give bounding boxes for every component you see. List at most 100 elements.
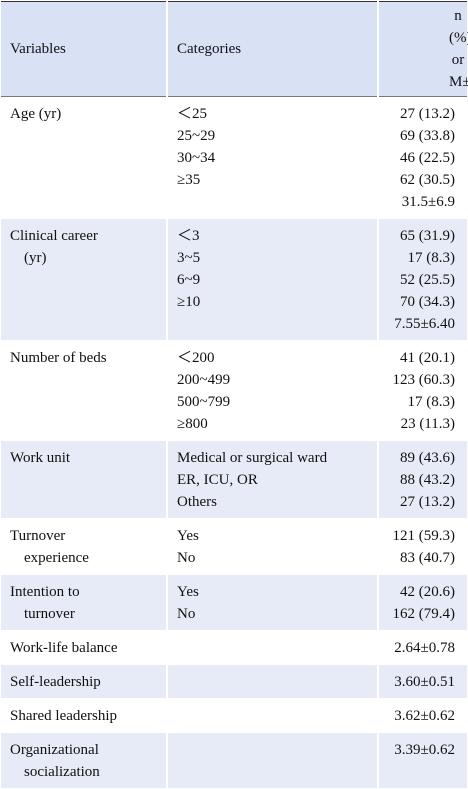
category-text: ＜200 bbox=[177, 350, 215, 366]
header-variables: Variables bbox=[1, 1, 168, 97]
value-text: 70 (34.3) bbox=[400, 294, 455, 310]
categories-cell: Yes No bbox=[167, 574, 379, 631]
value-text: 41 (20.1) bbox=[400, 350, 455, 366]
value-text: 7.55±6.40 bbox=[394, 316, 455, 332]
value-text: 3.39±0.62 bbox=[394, 742, 455, 758]
category-text: No bbox=[177, 606, 196, 622]
value-text: 42 (20.6) bbox=[400, 584, 455, 600]
value-text: 65 (31.9) bbox=[400, 228, 455, 244]
categories-cell: ＜3 3~5 6~9 ≥10 bbox=[167, 218, 379, 341]
variable-text: Shared leadership bbox=[10, 708, 118, 724]
category-text: ≥10 bbox=[177, 294, 201, 310]
values-cell: 121 (59.3) 83 (40.7) bbox=[378, 518, 467, 575]
table-row: Clinical career (yr) ＜3 3~5 6~9 ≥10 65 (31.9) 1… bbox=[1, 218, 467, 341]
category-text: 25~29 bbox=[177, 128, 216, 144]
variable-text: Organizational bbox=[10, 742, 99, 758]
categories-cell bbox=[167, 698, 379, 733]
variable-text: Age (yr) bbox=[10, 106, 62, 122]
variable-text: Intention to bbox=[10, 584, 80, 600]
categories-cell bbox=[167, 732, 379, 789]
variable-text: Work unit bbox=[10, 450, 71, 466]
values-cell: 3.60±0.51 bbox=[378, 664, 467, 699]
category-text: 6~9 bbox=[177, 272, 201, 288]
variable-text: turnover bbox=[24, 606, 75, 622]
table-row: Organizational socialization 3.39±0.62 bbox=[1, 732, 467, 789]
values-cell: 3.39±0.62 bbox=[378, 732, 467, 789]
value-text: 121 (59.3) bbox=[392, 528, 456, 544]
variable-cell: Work unit bbox=[1, 440, 168, 519]
table-row: Shared leadership 3.62±0.62 bbox=[1, 698, 467, 733]
category-text: ER, ICU, OR bbox=[177, 472, 258, 488]
categories-cell bbox=[167, 664, 379, 699]
categories-cell: Medical or surgical ward ER, ICU, OR Other… bbox=[167, 440, 379, 519]
value-text: 123 (60.3) bbox=[392, 372, 456, 388]
table-row: Work unit Medical or surgical ward ER, ICU… bbox=[1, 440, 467, 519]
table-row: Age (yr) ＜25 25~29 30~34 ≥35 27 (13.2) 69 (33.… bbox=[1, 96, 467, 219]
value-text: 46 (22.5) bbox=[400, 150, 455, 166]
header-line: n (%) or bbox=[449, 8, 468, 68]
table-body: Age (yr) ＜25 25~29 30~34 ≥35 27 (13.2) 69 (33.… bbox=[1, 96, 467, 789]
header-row: Variables Categories n (%) or M±SD bbox=[1, 1, 468, 97]
variable-cell: Shared leadership bbox=[1, 698, 168, 733]
values-cell: 89 (43.6) 88 (43.2) 27 (13.2) bbox=[378, 440, 467, 519]
table-row: Turnover experience Yes No 121 (59.3) 83 (40.… bbox=[1, 518, 467, 575]
variable-text: Work-life balance bbox=[10, 640, 118, 656]
value-text: 3.62±0.62 bbox=[394, 708, 455, 724]
table-row: Work-life balance 2.64±0.78 bbox=[1, 630, 467, 665]
variable-text: (yr) bbox=[24, 250, 47, 266]
variable-cell: Organizational socialization bbox=[1, 732, 168, 789]
header-value: n (%) or M±SD bbox=[378, 1, 468, 97]
value-text: 162 (79.4) bbox=[392, 606, 456, 622]
variable-cell: Clinical career (yr) bbox=[1, 218, 168, 341]
category-text: ＜3 bbox=[177, 228, 200, 244]
variable-cell: Age (yr) bbox=[1, 96, 168, 219]
value-text: 31.5±6.9 bbox=[401, 194, 455, 210]
variable-cell: Turnover experience bbox=[1, 518, 168, 575]
value-text: 88 (43.2) bbox=[400, 472, 455, 488]
variable-cell: Intention to turnover bbox=[1, 574, 168, 631]
category-text: Yes bbox=[177, 584, 199, 600]
category-text: ≥800 bbox=[177, 416, 208, 432]
value-text: 3.60±0.51 bbox=[394, 674, 455, 690]
category-text: 30~34 bbox=[177, 150, 216, 166]
variable-text: Clinical career bbox=[10, 228, 98, 244]
variable-text: Turnover bbox=[10, 528, 66, 544]
value-text: 2.64±0.78 bbox=[394, 640, 455, 656]
categories-cell bbox=[167, 630, 379, 665]
table-row: Self-leadership 3.60±0.51 bbox=[1, 664, 467, 699]
header-categories: Categories bbox=[167, 1, 379, 97]
value-text: 17 (8.3) bbox=[407, 250, 456, 266]
variable-text: Number of beds bbox=[10, 350, 107, 366]
variable-text: Self-leadership bbox=[10, 674, 101, 690]
categories-cell: Yes No bbox=[167, 518, 379, 575]
categories-cell: ＜25 25~29 30~34 ≥35 bbox=[167, 96, 379, 219]
variable-cell: Self-leadership bbox=[1, 664, 168, 699]
value-text: 52 (25.5) bbox=[400, 272, 455, 288]
table-row: Intention to turnover Yes No 42 (20.6) 162 (7… bbox=[1, 574, 467, 631]
category-text: Medical or surgical ward bbox=[177, 450, 328, 466]
category-text: 200~499 bbox=[177, 372, 231, 388]
category-text: ＜25 bbox=[177, 106, 208, 122]
table-row: Number of beds ＜200 200~499 500~799 ≥800 41 (… bbox=[1, 340, 467, 441]
value-text: 23 (11.3) bbox=[400, 416, 455, 432]
category-text: Others bbox=[177, 494, 217, 510]
category-text: No bbox=[177, 550, 196, 566]
values-cell: 2.64±0.78 bbox=[378, 630, 467, 665]
value-text: 17 (8.3) bbox=[407, 394, 456, 410]
value-text: 27 (13.2) bbox=[400, 494, 455, 510]
value-text: 89 (43.6) bbox=[400, 450, 455, 466]
variable-text: experience bbox=[24, 550, 89, 566]
variable-cell: Number of beds bbox=[1, 340, 168, 441]
values-cell: 3.62±0.62 bbox=[378, 698, 467, 733]
category-text: Yes bbox=[177, 528, 199, 544]
category-text: 3~5 bbox=[177, 250, 201, 266]
variable-text: socialization bbox=[24, 764, 100, 780]
category-text: ≥35 bbox=[177, 172, 201, 188]
value-text: 62 (30.5) bbox=[400, 172, 455, 188]
categories-cell: ＜200 200~499 500~799 ≥800 bbox=[167, 340, 379, 441]
values-cell: 41 (20.1) 123 (60.3) 17 (8.3) 23 (11.3) bbox=[378, 340, 467, 441]
values-cell: 27 (13.2) 69 (33.8) 46 (22.5) 62 (30.5) 31.5… bbox=[378, 96, 467, 219]
variable-cell: Work-life balance bbox=[1, 630, 168, 665]
